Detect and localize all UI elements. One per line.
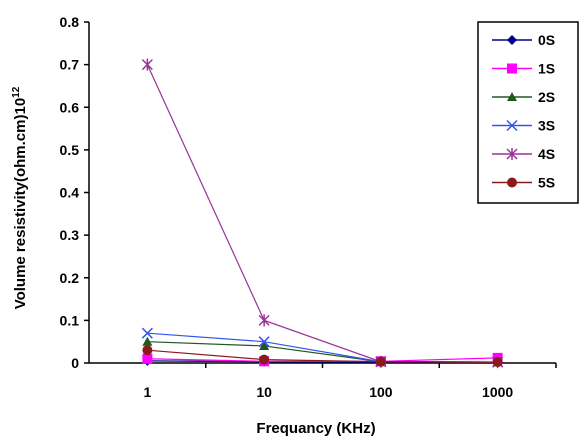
series-line <box>147 357 498 362</box>
data-point <box>492 357 503 368</box>
legend-marker <box>507 92 517 101</box>
series-layer <box>141 58 504 369</box>
legend-marker <box>506 148 518 160</box>
legend-label: 4S <box>538 146 555 162</box>
y-tick-label: 0.3 <box>60 227 80 243</box>
series-5S <box>142 345 503 368</box>
data-point <box>258 314 270 327</box>
legend-box <box>477 21 579 204</box>
data-point <box>259 354 270 365</box>
y-tick-label: 0.8 <box>60 14 80 30</box>
y-tick-label: 0.5 <box>60 142 80 158</box>
series-line <box>147 332 498 363</box>
series-4S <box>141 58 504 369</box>
data-point <box>141 327 153 339</box>
legend-marker <box>507 177 517 188</box>
legend-label: 2S <box>538 89 555 105</box>
legend-label: 0S <box>538 32 555 48</box>
data-point <box>259 340 270 350</box>
legend-label: 1S <box>538 61 555 77</box>
axes: 0 0.1 0.2 0.3 0.4 0.5 0.6 0.7 0.8 1 10 100 1000 <box>60 14 557 400</box>
y-tick-label: 0.2 <box>60 270 80 286</box>
legend-marker <box>507 63 517 74</box>
y-axis-title-exponent: 12 <box>11 86 22 98</box>
x-tick-label: 10 <box>256 384 272 400</box>
legend-label: 5S <box>538 175 555 191</box>
x-tick-label: 1 <box>143 384 151 400</box>
legend-entry-3S: 3S <box>492 118 555 134</box>
legend-label: 3S <box>538 118 555 134</box>
y-axis-title: Volume resistivity(ohm.cm)1012 <box>11 86 29 309</box>
series-line <box>146 64 498 363</box>
y-tick-label: 0.4 <box>60 185 80 201</box>
legend-marker <box>507 35 517 45</box>
y-tick-label: 0.1 <box>60 312 80 328</box>
legend-entry-2S: 2S <box>492 89 555 105</box>
legend: 0S 1S 2S 3S 4S 5S <box>477 21 579 204</box>
legend-entry-0S: 0S <box>492 32 555 48</box>
legend-entry-1S: 1S <box>492 61 555 77</box>
data-point <box>375 356 386 367</box>
data-point <box>141 58 153 71</box>
x-tick-label: 1000 <box>482 384 513 400</box>
legend-entry-5S: 5S <box>492 175 555 191</box>
data-point <box>142 353 153 364</box>
data-point <box>142 336 153 346</box>
y-tick-label: 0 <box>71 355 79 371</box>
y-tick-label: 0.7 <box>60 57 80 73</box>
y-tick-label: 0.6 <box>60 99 80 115</box>
data-point <box>258 336 270 348</box>
data-point <box>142 345 153 356</box>
legend-marker <box>506 119 518 132</box>
x-tick-label: 100 <box>369 384 393 400</box>
y-axis-title-main: Volume resistivity(ohm.cm)10 <box>12 98 29 309</box>
x-axis-title: Frequancy (KHz) <box>256 420 375 437</box>
legend-entry-4S: 4S <box>492 146 555 162</box>
series-line <box>147 349 498 363</box>
